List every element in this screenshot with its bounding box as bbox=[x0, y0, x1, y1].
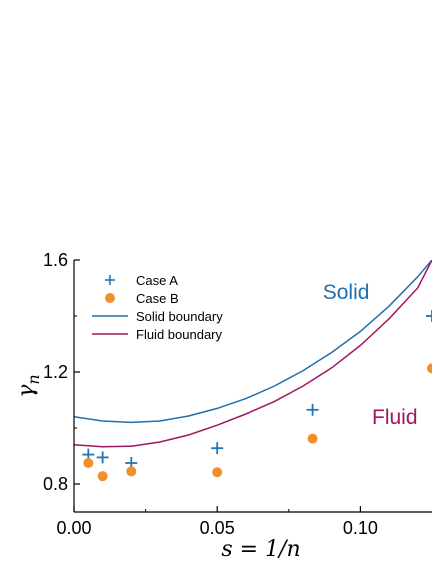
legend-item: Solid boundary bbox=[92, 309, 223, 324]
data-point-circle bbox=[427, 363, 432, 374]
data-point-circle bbox=[307, 433, 318, 444]
legend-label: Case B bbox=[136, 291, 179, 306]
y-axis-title-main: γ bbox=[14, 384, 39, 398]
y-tick-label: 1.6 bbox=[43, 250, 68, 270]
legend-label: Case A bbox=[136, 273, 178, 288]
series-line bbox=[74, 260, 432, 424]
series-solid-boundary bbox=[74, 260, 432, 424]
series-case-b bbox=[83, 363, 432, 482]
series-line bbox=[74, 260, 432, 448]
legend-label: Fluid boundary bbox=[136, 327, 222, 342]
x-tick-label: 0.05 bbox=[200, 518, 235, 538]
series-case-a bbox=[82, 310, 432, 469]
legend: Case A Case B Solid boundary Fluid boundary bbox=[92, 273, 223, 342]
x-tick-label: 0.10 bbox=[343, 518, 378, 538]
series-fluid-boundary bbox=[74, 260, 432, 448]
legend-item: Case B bbox=[105, 291, 179, 306]
data-point-circle bbox=[97, 471, 108, 482]
legend-item: Fluid boundary bbox=[92, 327, 222, 342]
y-tick-label: 1.2 bbox=[43, 362, 68, 382]
data-point-circle bbox=[83, 458, 94, 468]
data-point-circle bbox=[212, 467, 223, 478]
axes: 0.00 0.05 0.10 0.8 1.2 1.6 s = 1/n γn bbox=[14, 250, 432, 562]
legend-item: Case A bbox=[105, 273, 178, 288]
annotations: Solid Fluid bbox=[323, 281, 418, 429]
legend-swatch-circle bbox=[105, 293, 115, 303]
x-tick-label: 0.00 bbox=[56, 518, 91, 538]
data-point-plus bbox=[306, 403, 319, 416]
legend-label: Solid boundary bbox=[136, 309, 223, 324]
data-point-plus bbox=[211, 442, 224, 455]
y-tick-label: 0.8 bbox=[43, 474, 68, 494]
x-axis-title: s = 1/n bbox=[221, 537, 300, 562]
region-label-fluid: Fluid bbox=[372, 406, 418, 429]
y-axis-title-subscript: n bbox=[24, 374, 43, 384]
data-series-layer bbox=[74, 260, 432, 482]
region-label-solid: Solid bbox=[323, 281, 370, 304]
data-point-plus bbox=[426, 310, 432, 322]
y-axis-title: γn bbox=[14, 374, 43, 397]
data-point-plus bbox=[96, 451, 109, 464]
data-point-circle bbox=[126, 466, 137, 477]
